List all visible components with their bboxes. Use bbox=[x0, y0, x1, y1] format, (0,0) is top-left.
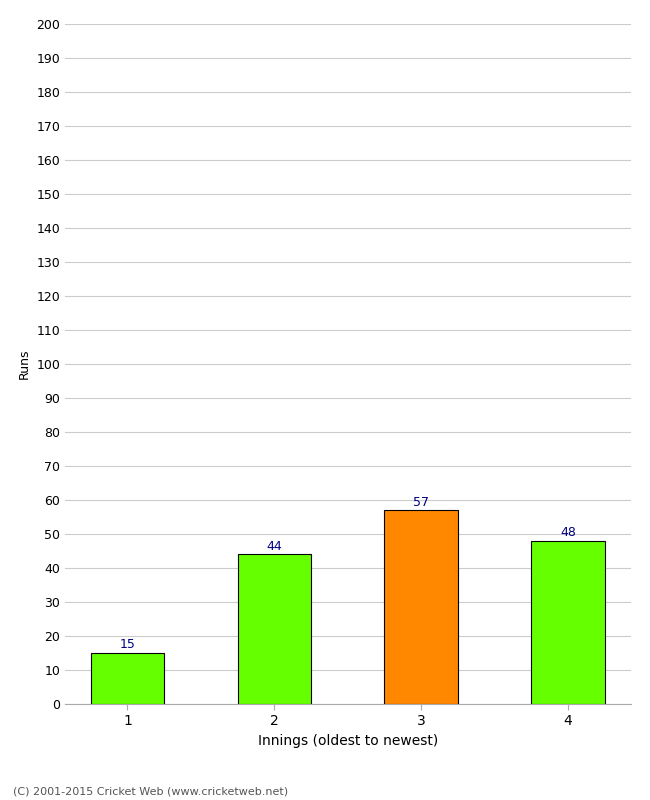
Text: 15: 15 bbox=[120, 638, 135, 651]
Bar bbox=[531, 541, 604, 704]
Bar bbox=[238, 554, 311, 704]
Bar bbox=[384, 510, 458, 704]
Text: 44: 44 bbox=[266, 540, 282, 553]
Bar bbox=[91, 653, 164, 704]
Text: 57: 57 bbox=[413, 495, 429, 509]
Y-axis label: Runs: Runs bbox=[18, 349, 31, 379]
Text: (C) 2001-2015 Cricket Web (www.cricketweb.net): (C) 2001-2015 Cricket Web (www.cricketwe… bbox=[13, 786, 288, 796]
Text: 48: 48 bbox=[560, 526, 576, 539]
X-axis label: Innings (oldest to newest): Innings (oldest to newest) bbox=[257, 734, 438, 748]
